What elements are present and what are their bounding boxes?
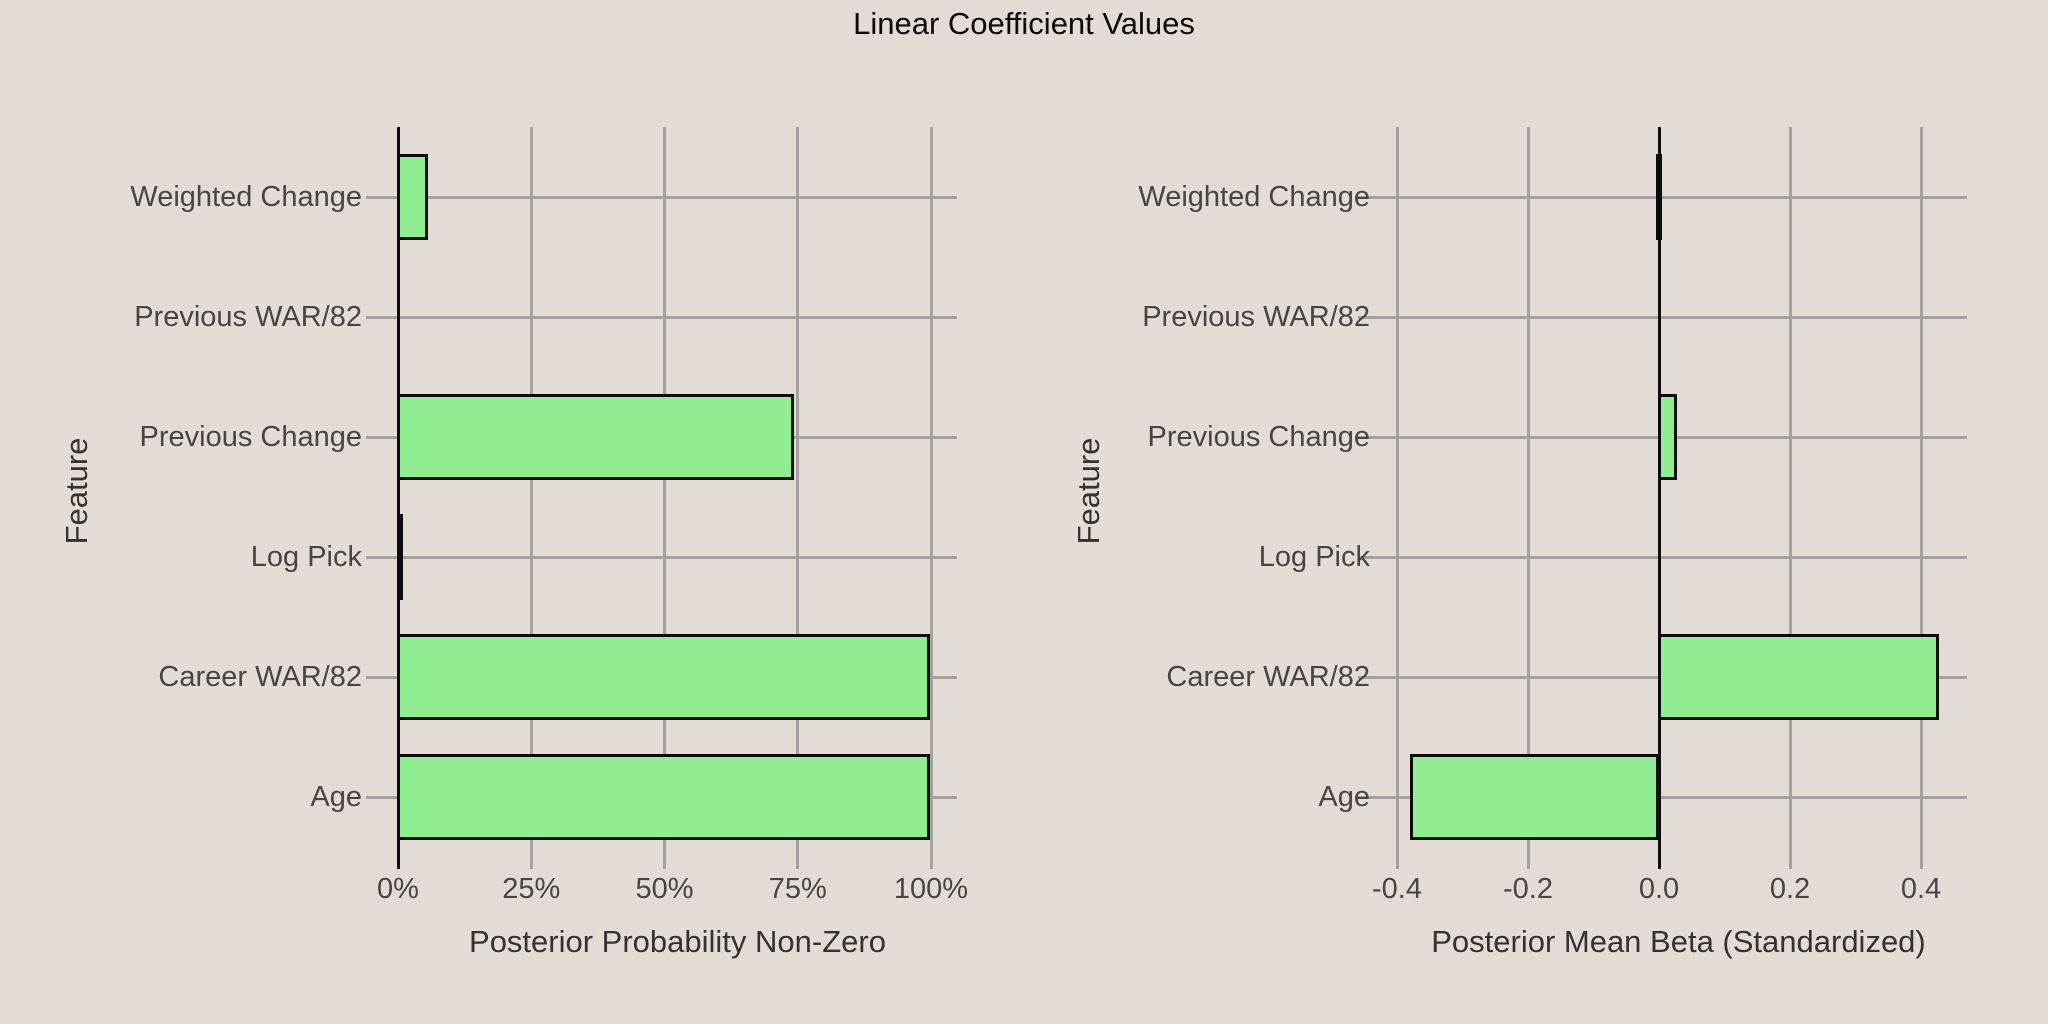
category-tick: [366, 315, 398, 319]
y-axis-title: Feature: [1071, 437, 1106, 545]
x-tick: [1788, 855, 1792, 869]
h-gridline: [398, 195, 957, 199]
h-gridline: [1390, 555, 1967, 559]
chart-title: Linear Coefficient Values: [853, 6, 1195, 41]
v-gridline: [663, 127, 666, 855]
zero-axis-line: [396, 127, 400, 869]
v-gridline: [1919, 127, 1923, 855]
category-tick: [366, 435, 398, 439]
x-axis-title: Posterior Probability Non-Zero: [469, 924, 886, 959]
category-label-previous-change: Previous Change: [139, 421, 362, 453]
category-label-previous-change: Previous Change: [1147, 421, 1370, 453]
h-gridline: [1390, 195, 1967, 199]
category-label-career-war-82: Career WAR/82: [158, 661, 362, 693]
h-gridline: [398, 315, 957, 319]
x-tick-label: -0.4: [1372, 873, 1422, 905]
category-label-weighted-change: Weighted Change: [1138, 181, 1370, 213]
x-tick: [796, 855, 800, 869]
x-tick: [1395, 855, 1399, 869]
bar-age: [396, 754, 930, 840]
v-gridline: [1395, 127, 1399, 855]
bar-age: [1410, 754, 1659, 840]
x-axis-title: Posterior Mean Beta (Standardized): [1431, 924, 1926, 959]
bar-previous-change: [396, 394, 794, 480]
x-tick: [1919, 855, 1923, 869]
x-tick-label: 100%: [893, 873, 969, 905]
category-label-previous-war-82: Previous WAR/82: [134, 301, 362, 333]
x-tick-label: 0.0: [1638, 873, 1680, 905]
category-label-age: Age: [310, 781, 362, 813]
v-gridline: [1526, 127, 1530, 855]
category-label-previous-war-82: Previous WAR/82: [1142, 301, 1370, 333]
category-label-weighted-change: Weighted Change: [130, 181, 362, 213]
v-gridline: [796, 127, 800, 855]
category-tick: [1358, 435, 1390, 439]
v-gridline: [529, 127, 533, 855]
category-label-career-war-82: Career WAR/82: [1166, 661, 1370, 693]
x-tick-label: 50%: [635, 873, 694, 905]
category-tick: [366, 675, 398, 679]
bar-career-war-82: [396, 634, 930, 720]
x-tick: [1526, 855, 1530, 869]
h-gridline: [1390, 435, 1967, 439]
x-tick-label: 0.2: [1769, 873, 1811, 905]
category-tick: [366, 795, 398, 799]
h-gridline: [398, 555, 957, 559]
category-label-log-pick: Log Pick: [1258, 541, 1370, 573]
category-label-age: Age: [1318, 781, 1370, 813]
category-label-log-pick: Log Pick: [250, 541, 362, 573]
x-tick-label: 0%: [377, 873, 419, 905]
bar-weighted-change: [1655, 154, 1662, 240]
x-tick-label: 25%: [502, 873, 561, 905]
x-tick: [663, 855, 666, 869]
category-tick: [1358, 675, 1390, 679]
h-gridline: [1390, 315, 1967, 319]
zero-axis-line: [1657, 127, 1661, 869]
h-gridline: [1390, 795, 1967, 799]
x-tick-label: -0.2: [1503, 873, 1553, 905]
category-tick: [1358, 555, 1390, 559]
bar-previous-change: [1657, 394, 1678, 480]
category-tick: [366, 555, 398, 559]
x-tick-label: 0.4: [1900, 873, 1942, 905]
bar-log-pick: [396, 514, 403, 600]
v-gridline: [929, 127, 933, 855]
v-gridline: [1788, 127, 1792, 855]
bar-career-war-82: [1657, 634, 1940, 720]
category-tick: [366, 195, 398, 199]
x-tick-label: 75%: [768, 873, 827, 905]
x-tick: [929, 855, 933, 869]
bar-weighted-change: [396, 154, 429, 240]
x-tick: [529, 855, 533, 869]
category-tick: [1358, 315, 1390, 319]
category-tick: [1358, 195, 1390, 199]
category-tick: [1358, 795, 1390, 799]
